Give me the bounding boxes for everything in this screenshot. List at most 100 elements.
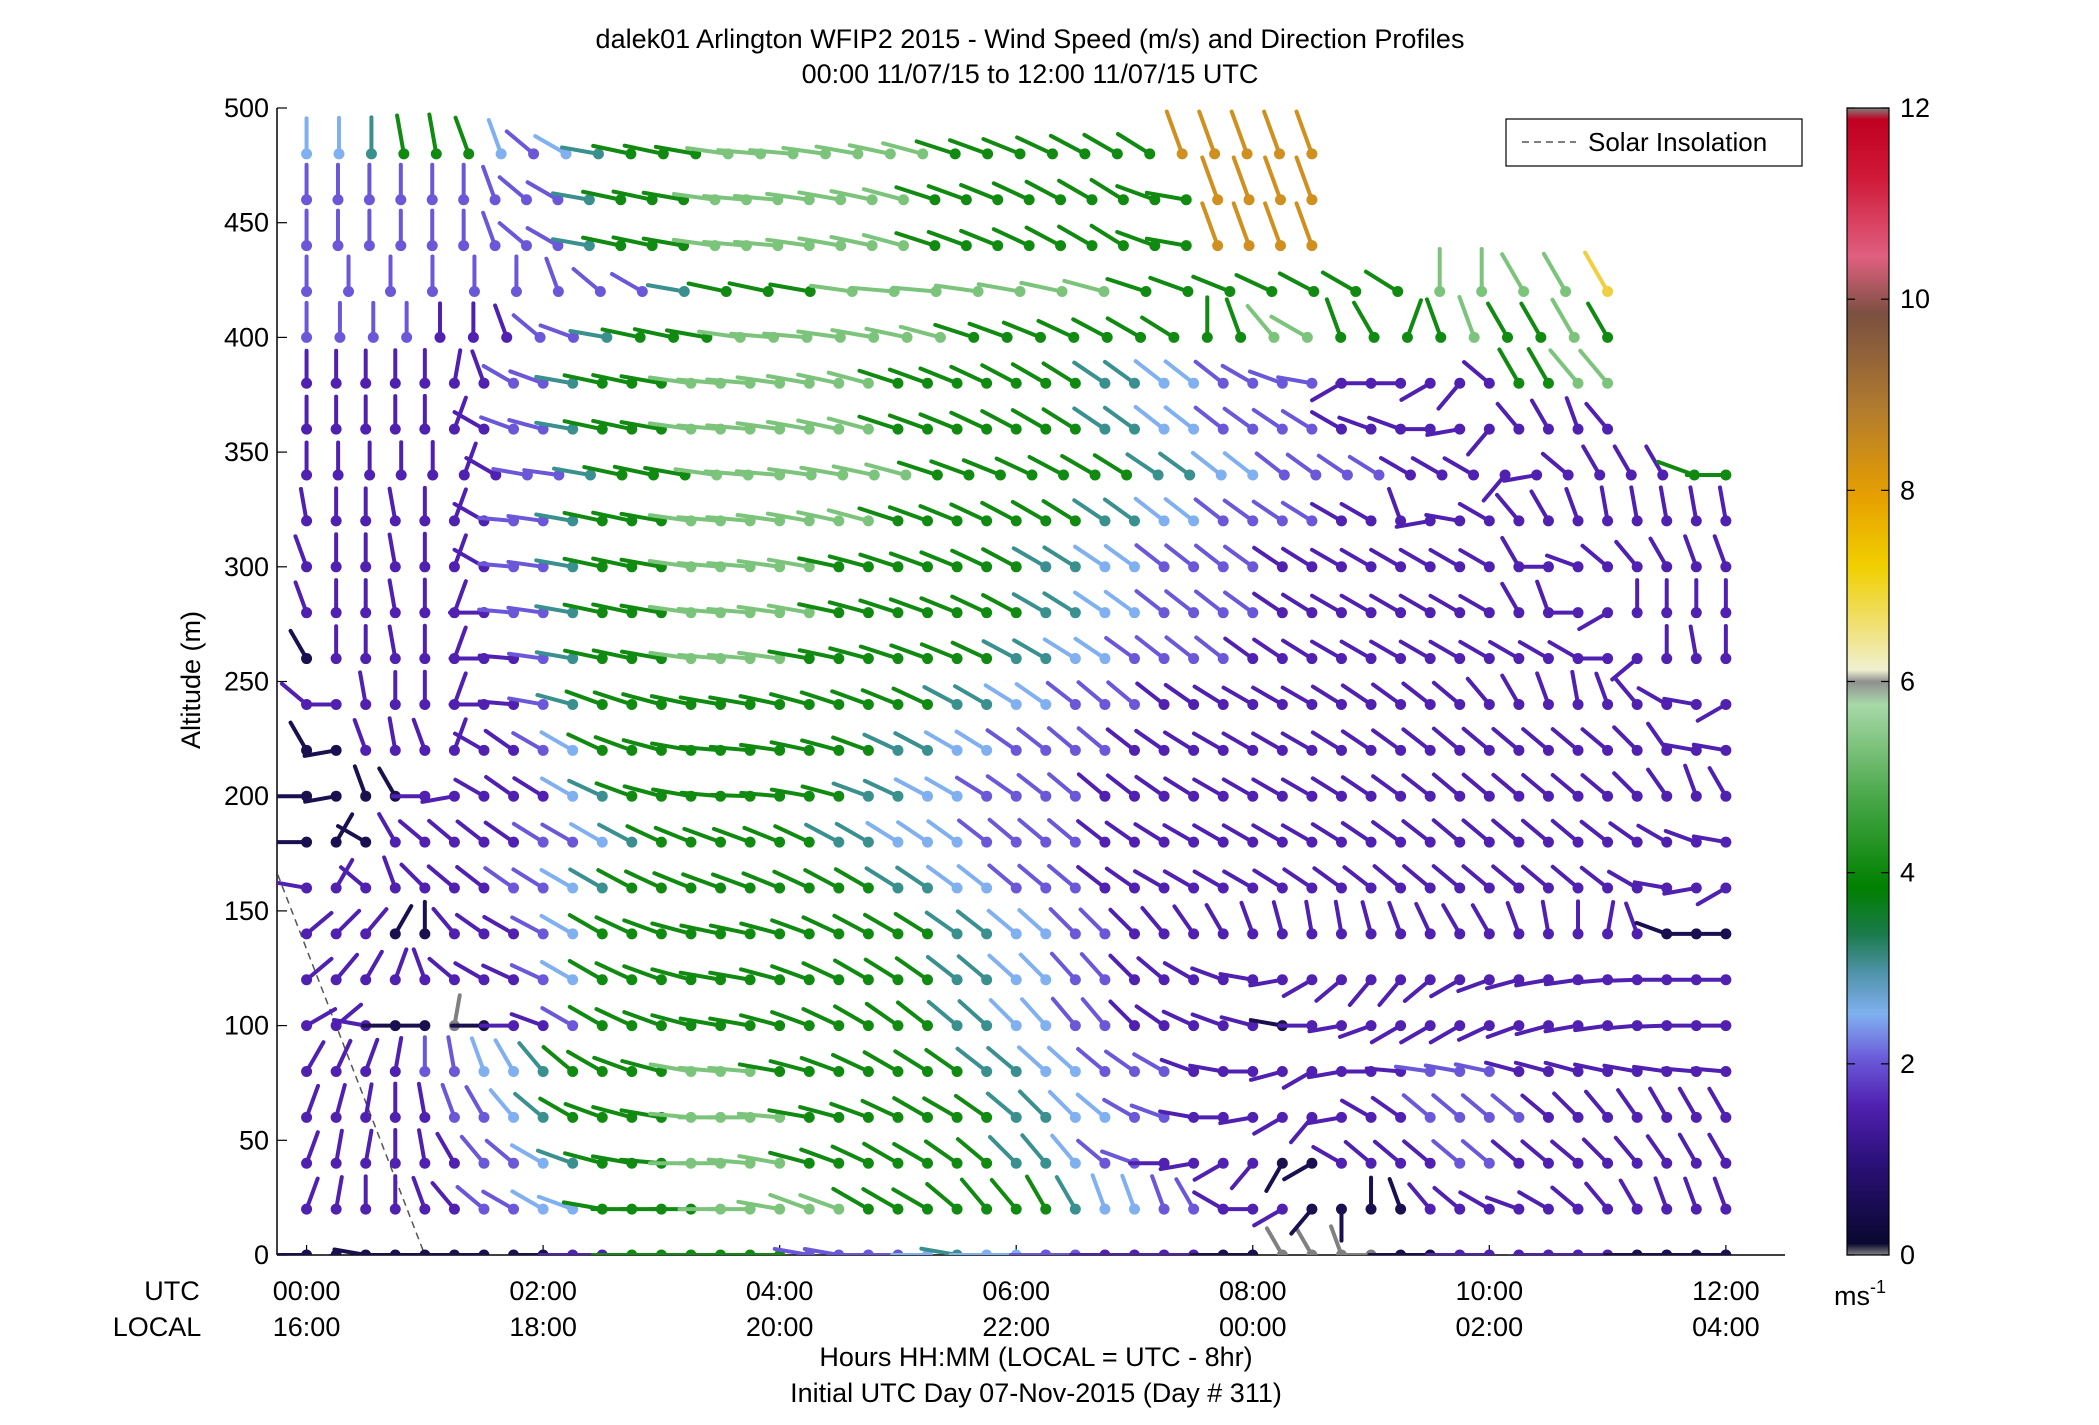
wind-barb-dot xyxy=(478,836,490,848)
wind-barb-shaft xyxy=(926,229,969,248)
wind-barb-dot xyxy=(567,423,579,435)
wind-barb-dot xyxy=(1099,653,1111,665)
wind-barb-dot xyxy=(626,698,638,710)
wind-barb-shaft xyxy=(1018,952,1048,982)
wind-barb-dot xyxy=(1350,286,1362,298)
wind-barb-shaft xyxy=(1688,485,1699,523)
wind-barb-shaft xyxy=(1425,427,1462,437)
wind-barb-dot xyxy=(892,423,904,435)
wind-barb-dot xyxy=(1483,836,1495,848)
wind-barb-shaft xyxy=(735,421,782,432)
wind-barb-dot xyxy=(803,194,815,206)
wind-barb-shaft xyxy=(1442,456,1476,478)
wind-barb-dot xyxy=(1690,653,1702,665)
wind-barb-dot xyxy=(1454,882,1466,894)
wind-barb-dot xyxy=(1454,974,1466,986)
wind-barb-shaft xyxy=(1486,301,1510,340)
wind-barb-dot xyxy=(508,836,520,848)
wind-barb-shaft xyxy=(534,512,575,523)
wind-barb-dot xyxy=(508,1203,520,1215)
wind-barb-shaft xyxy=(919,642,960,661)
wind-barb-shaft xyxy=(673,467,719,478)
wind-barb-shaft xyxy=(862,1050,900,1074)
wind-barb-dot xyxy=(1306,1203,1318,1215)
wind-barb-shaft xyxy=(949,364,989,386)
y-tick-label: 350 xyxy=(224,437,269,467)
wind-barb-dot xyxy=(981,515,993,527)
wind-barb-dot xyxy=(951,744,963,756)
wind-barb-dot xyxy=(1040,423,1052,435)
wind-barb-shaft xyxy=(1076,726,1107,753)
wind-barb-shaft xyxy=(986,908,1019,936)
wind-barb-shaft xyxy=(1677,1132,1699,1166)
wind-barb-shaft xyxy=(1547,640,1581,661)
wind-barb-shaft xyxy=(1629,485,1640,523)
wind-barb-dot xyxy=(1099,1020,1111,1032)
wind-barb-dot xyxy=(1276,423,1288,435)
wind-barb-shaft xyxy=(748,148,796,156)
wind-barb-dot xyxy=(330,423,342,435)
wind-barb-dot xyxy=(495,148,507,160)
wind-barb-dot xyxy=(330,790,342,802)
wind-barb-dot xyxy=(1572,928,1584,940)
wind-barb-dot xyxy=(385,286,397,298)
wind-barb-dot xyxy=(835,240,847,252)
wind-barb-dot xyxy=(395,469,407,481)
wind-barb-shaft xyxy=(591,1105,634,1120)
wind-barb-dot xyxy=(922,561,934,573)
wind-barb-shaft xyxy=(1164,543,1196,569)
wind-barb-dot xyxy=(1720,1065,1732,1077)
wind-barb-shaft xyxy=(1047,1089,1078,1120)
wind-barb-dot xyxy=(1014,286,1026,298)
wind-barb-dot xyxy=(596,1111,608,1123)
wind-barb-shaft xyxy=(1105,727,1137,753)
wind-barb-dot xyxy=(922,1065,934,1077)
wind-barb-shaft xyxy=(483,866,516,890)
wind-barb-shaft xyxy=(1062,278,1106,294)
wind-barb-dot xyxy=(1069,928,1081,940)
wind-barb-dot xyxy=(862,607,874,619)
wind-barb-dot xyxy=(1720,561,1732,573)
wind-barb-dot xyxy=(1631,790,1643,802)
wind-barb-dot xyxy=(981,377,993,389)
wind-barb-shaft xyxy=(1431,726,1462,753)
colorbar-tick-label: 10 xyxy=(1900,284,1930,314)
wind-barb-shaft xyxy=(1108,953,1137,982)
wind-barb-dot xyxy=(1631,1111,1643,1123)
wind-barb-shaft xyxy=(922,1096,960,1120)
wind-barb-shaft xyxy=(1159,1057,1196,1074)
wind-barb-shaft xyxy=(567,913,605,936)
wind-barb-dot xyxy=(1188,744,1200,756)
wind-barb-shaft xyxy=(1280,500,1314,523)
wind-barb-dot xyxy=(1535,331,1547,343)
wind-barb-dot xyxy=(1069,1065,1081,1077)
wind-barb-shaft xyxy=(562,602,605,615)
wind-barb-shaft xyxy=(709,792,753,799)
wind-barb-shaft xyxy=(1294,109,1314,156)
wind-barb-shaft xyxy=(735,375,782,386)
wind-barb-dot xyxy=(1276,561,1288,573)
wind-barb-dot xyxy=(1040,1157,1052,1169)
wind-barb-shaft xyxy=(953,684,989,707)
wind-barb-shaft xyxy=(1281,592,1314,615)
wind-barb-dot xyxy=(1513,377,1525,389)
wind-barb-dot xyxy=(1365,698,1377,710)
wind-barb-dot xyxy=(862,561,874,573)
wind-barb-shaft xyxy=(1104,1049,1137,1074)
wind-barb-dot xyxy=(929,240,941,252)
wind-barb-dot xyxy=(1069,515,1081,527)
wind-barb-shaft xyxy=(1552,1091,1581,1120)
wind-barb-shaft xyxy=(739,742,782,753)
wind-barb-shaft xyxy=(1102,405,1137,432)
wind-barb-dot xyxy=(330,1111,342,1123)
wind-barb-shaft xyxy=(1481,473,1508,503)
wind-barb-dot xyxy=(1040,1111,1052,1123)
wind-barb-shaft xyxy=(976,282,1023,294)
wind-barb-shaft xyxy=(1550,727,1581,753)
wind-barb-dot xyxy=(534,331,546,343)
wind-barb-dot xyxy=(1128,1020,1140,1032)
wind-barb-shaft xyxy=(488,1088,516,1120)
wind-barb-shaft xyxy=(1320,270,1358,294)
wind-barb-shaft xyxy=(925,864,960,890)
wind-barb-shaft xyxy=(1379,456,1413,478)
